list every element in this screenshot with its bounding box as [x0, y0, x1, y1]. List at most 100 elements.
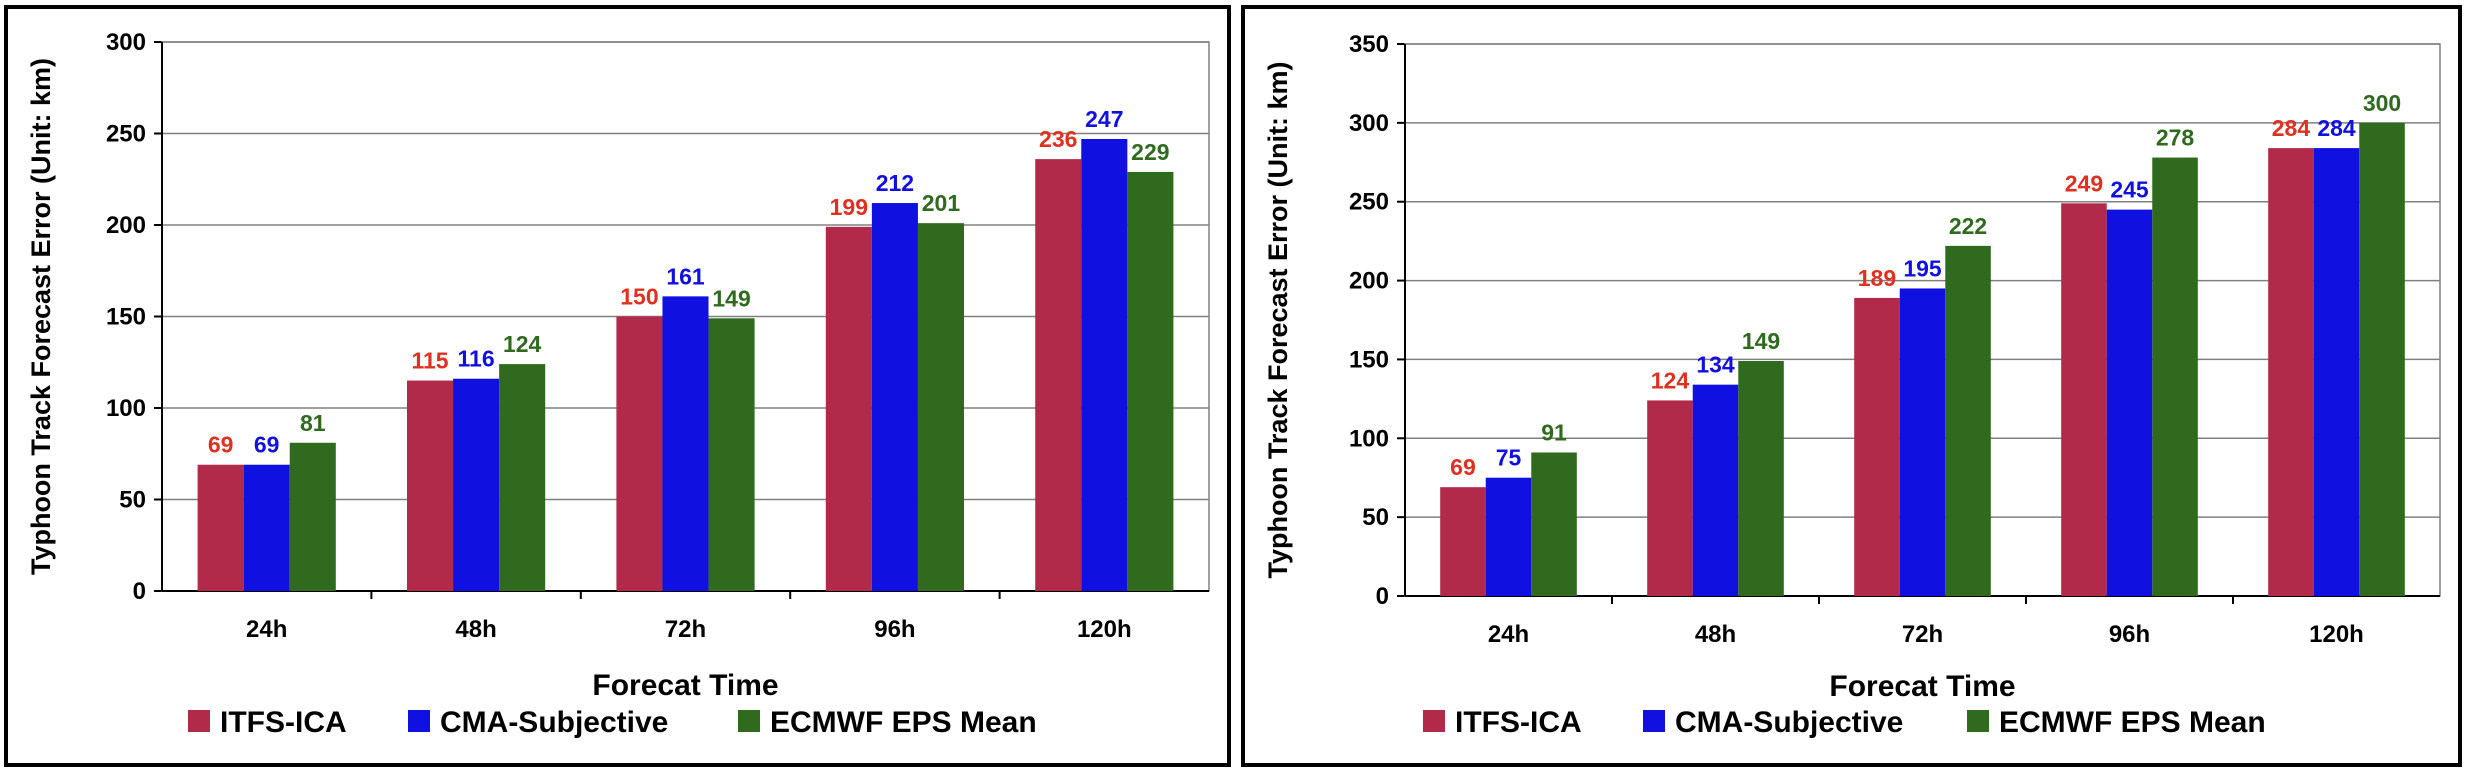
x-tick-label: 96h — [874, 616, 915, 643]
bar — [917, 223, 965, 592]
data-label: 247 — [1085, 106, 1123, 132]
data-label: 212 — [876, 170, 914, 196]
bar — [499, 364, 546, 591]
y-axis-title: Typhoon Track Forecast Error (Unit: km) — [26, 58, 56, 575]
legend-swatch — [188, 710, 210, 732]
data-label: 91 — [1541, 419, 1567, 445]
x-tick-label: 72h — [665, 616, 706, 643]
bar — [2359, 122, 2405, 596]
right-chart-panel: 0 50 100 150 200 250 300 350 24h 69 75 91 48h 124 134 1… — [1241, 5, 2462, 767]
bar — [243, 464, 290, 591]
y-tick-label: 200 — [106, 212, 146, 239]
y-tick-label: 300 — [1349, 110, 1389, 137]
bar — [289, 442, 336, 591]
legend: ITFS-ICA CMA-Subjective ECMWF EPS Mean — [1423, 706, 2266, 739]
legend-label: CMA-Subjective — [440, 706, 668, 739]
bar — [1738, 361, 1784, 596]
bar — [2106, 209, 2153, 596]
data-label: 229 — [1131, 139, 1169, 165]
data-label: 69 — [208, 432, 234, 458]
y-tick-label: 250 — [106, 121, 146, 148]
bar — [1127, 171, 1174, 591]
bar — [406, 380, 454, 591]
bar — [1692, 384, 1739, 596]
legend-swatch — [738, 710, 760, 732]
data-label: 124 — [503, 331, 542, 357]
y-tick-label: 0 — [133, 578, 146, 605]
legend-swatch — [408, 710, 430, 732]
data-label: 149 — [712, 285, 750, 311]
data-label: 115 — [411, 348, 448, 374]
legend-swatch — [1967, 710, 1989, 732]
data-label: 116 — [458, 346, 495, 372]
data-label: 149 — [1742, 328, 1780, 354]
bar — [2268, 148, 2314, 596]
data-label: 81 — [300, 410, 326, 436]
bar — [1854, 297, 1900, 596]
data-label: 161 — [666, 263, 705, 289]
legend-label: CMA-Subjective — [1675, 706, 1903, 739]
y-tick-label: 100 — [1349, 425, 1389, 452]
bar — [1531, 452, 1577, 596]
data-label: 199 — [830, 194, 868, 220]
data-label: 189 — [1858, 265, 1896, 291]
data-label: 69 — [1450, 454, 1476, 480]
legend-label: ECMWF EPS Mean — [770, 706, 1037, 739]
legend-label: ECMWF EPS Mean — [1999, 706, 2266, 739]
x-tick-label: 96h — [2109, 621, 2150, 648]
x-tick-label: 24h — [1488, 621, 1529, 648]
x-tick-label: 48h — [1695, 621, 1736, 648]
data-label: 284 — [2272, 115, 2311, 141]
bar — [871, 203, 918, 592]
y-tick-label: 100 — [106, 395, 146, 422]
x-tick-label: 120h — [1077, 616, 1132, 643]
bar — [1035, 159, 1082, 591]
data-label: 195 — [1903, 255, 1942, 281]
bar — [1899, 288, 1946, 596]
data-label: 284 — [2317, 115, 2356, 141]
x-tick-label: 120h — [2309, 621, 2364, 648]
bar — [2152, 157, 2198, 596]
y-tick-label: 150 — [1349, 346, 1389, 373]
x-tick-label: 24h — [246, 616, 287, 643]
x-axis-title: Forecat Time — [1829, 670, 2015, 703]
bar — [2313, 148, 2360, 596]
data-label: 245 — [2110, 177, 2149, 203]
legend-swatch — [1643, 710, 1665, 732]
y-tick-label: 0 — [1376, 583, 1389, 610]
data-label: 300 — [2363, 90, 2401, 116]
y-axis-title: Typhoon Track Forecast Error (Unit: km) — [1263, 61, 1293, 578]
bar — [197, 464, 244, 591]
data-label: 124 — [1651, 367, 1690, 393]
y-tick-label: 50 — [1362, 504, 1389, 531]
data-label: 222 — [1949, 213, 1987, 239]
legend-swatch — [1423, 710, 1445, 732]
bar — [1945, 245, 1991, 597]
data-label: 150 — [620, 284, 658, 310]
y-tick-label: 350 — [1349, 31, 1389, 58]
data-label: 278 — [2156, 125, 2195, 151]
x-axis-title: Forecat Time — [592, 669, 778, 702]
bar — [2061, 203, 2107, 596]
legend-label: ITFS-ICA — [1455, 706, 1582, 739]
bar — [1647, 400, 1693, 596]
y-tick-label: 200 — [1349, 268, 1389, 295]
data-label: 134 — [1696, 352, 1735, 378]
x-tick-label: 72h — [1902, 621, 1943, 648]
y-tick-label: 300 — [106, 29, 146, 56]
left-chart-panel: 0 50 100 150 200 250 300 24h 69 69 81 48h 115 116 124 7… — [4, 5, 1231, 767]
data-label: 75 — [1496, 445, 1522, 471]
bar — [708, 318, 755, 591]
bar — [1485, 477, 1532, 596]
data-label: 69 — [254, 432, 280, 458]
bar — [662, 296, 709, 591]
legend-label: ITFS-ICA — [220, 706, 347, 739]
bar — [453, 378, 500, 591]
data-label: 236 — [1039, 126, 1077, 152]
bar — [616, 316, 663, 591]
data-label: 201 — [922, 190, 961, 216]
bar — [1081, 138, 1128, 592]
left-chart: 0 50 100 150 200 250 300 24h 69 69 81 48h 115 116 124 7… — [26, 29, 1210, 739]
legend: ITFS-ICA CMA-Subjective ECMWF EPS Mean — [188, 706, 1037, 739]
y-tick-label: 150 — [106, 304, 146, 331]
